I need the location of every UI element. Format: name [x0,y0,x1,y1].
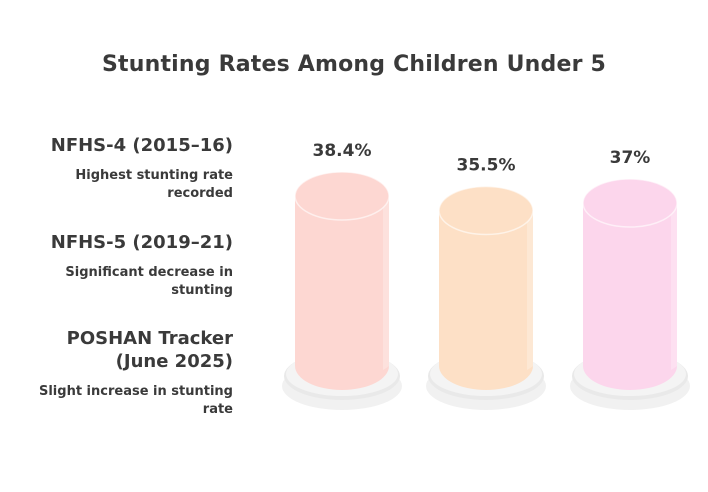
legend-description: Highest stunting rate recorded [3,167,233,203]
value-label: 37% [610,148,651,168]
cylinder-highlight [383,196,389,370]
chart-title: Stunting Rates Among Children Under 5 [101,52,607,77]
legend-desc-line: Significant decrease in [65,265,233,280]
legend-desc-line: Highest stunting rate [75,168,233,183]
legend-title: NFHS-5 (2019–21) [50,232,233,253]
legend-description: Slight increase in stunting rate [3,383,233,419]
legend-title: NFHS-4 (2015–16) [50,135,233,156]
cylinder-top [438,185,534,236]
legend-item-nfhs4: NFHS-4 (2015–16) Highest stunting rate r… [3,134,233,203]
value-label: 38.4% [313,141,372,161]
value-label: 35.5% [457,156,516,176]
legend-desc-line: rate [202,402,233,417]
cylinder-highlight [527,210,533,370]
cylinder-highlight [671,203,677,370]
legend-item-poshan: POSHAN Tracker (June 2025) Slight increa… [3,327,233,419]
legend-title-line: POSHAN Tracker [66,328,233,349]
legend-desc-line: recorded [167,186,233,201]
legend-item-nfhs5: NFHS-5 (2019–21) Significant decrease in… [3,231,233,300]
cylinder-body [295,196,389,390]
legend-description: Significant decrease in stunting [3,264,233,300]
cylinder-body [583,203,677,390]
cylinder-top [582,178,678,228]
legend-desc-line: stunting [171,283,233,298]
legend-desc-line: Slight increase in stunting [38,384,233,399]
cylinder-body [439,210,533,390]
cylinder-top [294,171,390,221]
legend-title-line: (June 2025) [115,351,233,372]
legend-title: POSHAN Tracker (June 2025) [3,327,233,373]
